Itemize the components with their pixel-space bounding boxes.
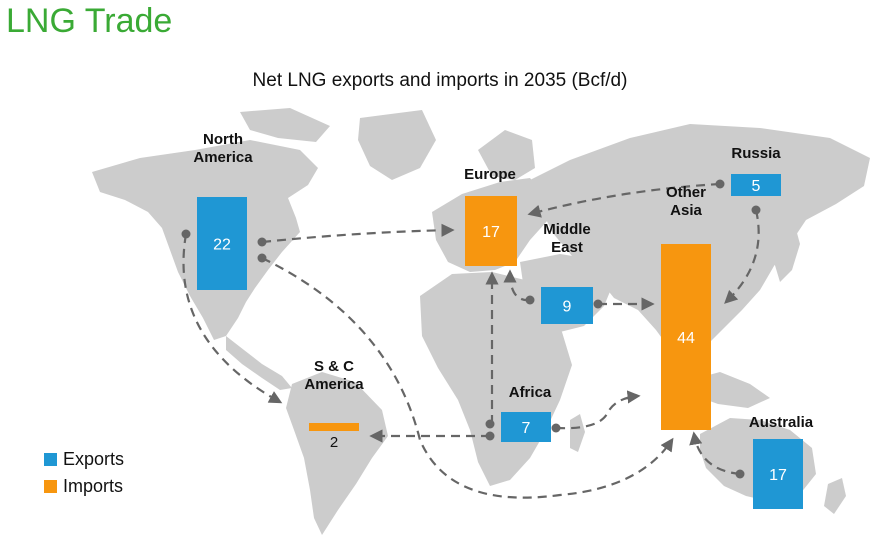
flow-origin-dot-north-america-2 [257, 237, 267, 247]
page-title: LNG Trade [6, 2, 173, 40]
value-label-other-asia: 44 [677, 330, 695, 347]
flow-origin-dot-russia-2 [751, 205, 761, 215]
value-label-middle-east: 9 [563, 299, 572, 316]
flow-north-america-to-europe [261, 223, 455, 244]
flow-russia-to-europe [527, 182, 721, 218]
region-label-north-america-line-1: North [203, 131, 243, 148]
flow-origin-dot-africa-1 [485, 419, 495, 429]
flow-origin-dot-north-america-3 [257, 253, 267, 263]
region-label-europe-line-1: Europe [464, 166, 516, 183]
flow-origin-dot-middle-east-2 [593, 299, 603, 309]
legend-label-imports: Imports [63, 476, 124, 496]
region-label-other-asia-line-1: Other [666, 184, 706, 201]
bar-s-c-america [309, 423, 359, 431]
region-label-other-asia-line-2: Asia [670, 202, 702, 219]
flow-origin-dot-africa-3 [551, 423, 561, 433]
value-label-s-c-america: 2 [330, 434, 338, 451]
bar-australia [753, 439, 803, 509]
flow-origin-dot-australia-1 [735, 469, 745, 479]
flow-origin-dot-north-america-1 [181, 229, 191, 239]
bar-russia [731, 174, 781, 196]
value-label-africa: 7 [522, 420, 531, 437]
value-label-australia: 17 [769, 467, 787, 484]
region-label-africa-line-1: Africa [509, 384, 552, 401]
region-label-north-america-line-2: America [193, 149, 253, 166]
value-label-europe: 17 [482, 224, 500, 241]
bar-africa [501, 412, 551, 442]
region-marks: 22NorthAmerica17Europe5Russia9MiddleEast… [181, 131, 814, 509]
flow-origin-dot-middle-east-1 [525, 295, 535, 305]
legend-item-exports: Exports [44, 446, 124, 473]
legend-swatch-exports [44, 453, 57, 466]
legend-swatch-imports [44, 480, 57, 493]
chart-legend: Exports Imports [44, 446, 124, 500]
chart-title: Net LNG exports and imports in 2035 (Bcf… [252, 70, 628, 91]
legend-item-imports: Imports [44, 473, 124, 500]
value-label-russia: 5 [752, 178, 761, 195]
legend-label-exports: Exports [63, 449, 125, 469]
value-label-north-america: 22 [213, 237, 231, 254]
flow-origin-dot-russia-1 [715, 179, 725, 189]
flow-africa-to-other-asia [555, 390, 641, 430]
bar-europe [465, 196, 517, 266]
bar-north-america [197, 197, 247, 290]
region-label-middle-east-line-2: East [551, 239, 583, 256]
region-label-russia-line-1: Russia [731, 145, 781, 162]
flow-russia-to-other-asia [724, 209, 760, 304]
flow-origin-dot-africa-2 [485, 431, 495, 441]
region-label-s-c-america-line-2: America [304, 376, 364, 393]
region-label-s-c-america-line-1: S & C [314, 358, 354, 375]
flow-north-america-to-s-c-america [182, 233, 283, 404]
flow-north-america-to-other-asia [261, 257, 674, 499]
region-label-middle-east-line-1: Middle [543, 221, 591, 238]
flow-australia-to-other-asia [689, 431, 741, 476]
trade-flow-arrows [182, 182, 760, 499]
bar-other-asia [661, 244, 711, 430]
bar-middle-east [541, 287, 593, 324]
region-label-australia-line-1: Australia [749, 414, 814, 431]
